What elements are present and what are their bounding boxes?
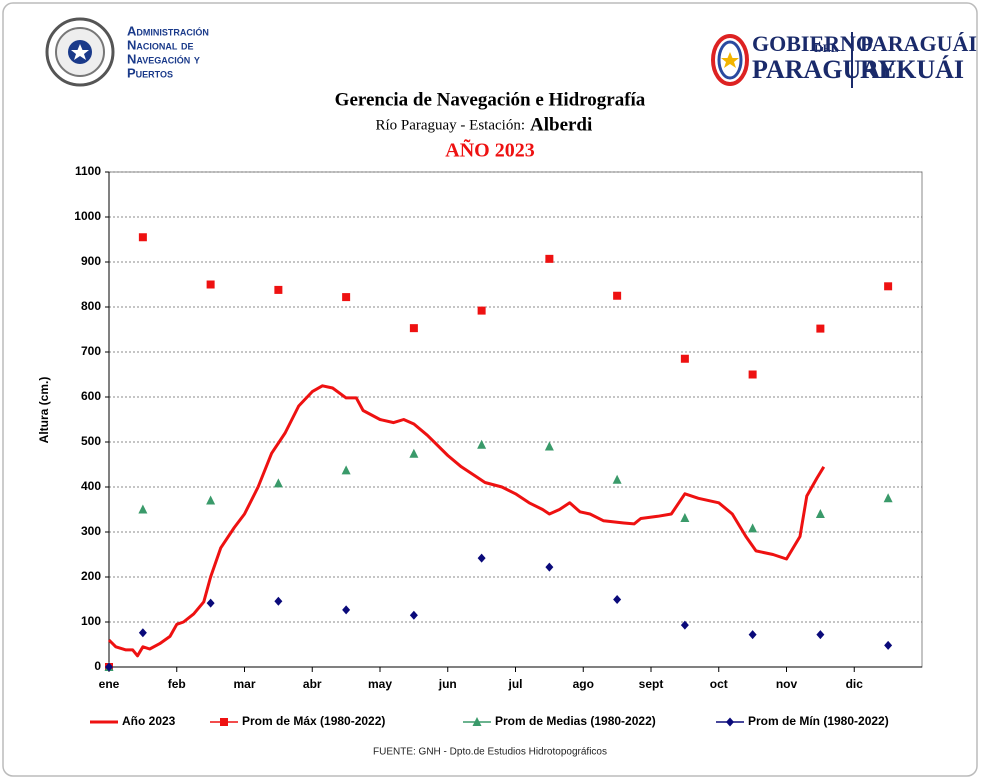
year-title: AÑO 2023 [445,139,534,162]
government-name: GOBIERNO [752,31,873,56]
y-tick-label: 1000 [74,209,101,223]
y-tick-label: 700 [81,344,101,358]
legend-marker [726,717,734,727]
x-tick-label: ago [573,677,594,691]
plot-area [108,171,923,668]
x-tick-label: nov [776,677,798,691]
marker-diamond [138,628,147,638]
marker-diamond [613,595,622,604]
legend-marker [220,718,228,726]
x-tick-label: ene [99,677,120,691]
agency-name: Puertos [127,65,173,80]
marker-diamond [545,562,554,572]
marker-triangle [612,474,622,484]
marker-diamond [274,596,283,606]
source-note: FUENTE: GNH - Dpto.de Estudios Hidrotopo… [373,747,607,758]
marker-square [884,282,893,291]
marker-diamond [409,610,418,620]
marker-square [816,324,825,333]
legend-label: Prom de Máx (1980-2022) [242,714,385,728]
y-tick-label: 900 [81,254,101,268]
x-tick-label: may [368,677,392,691]
marker-triangle [206,495,216,505]
marker-triangle [544,441,554,451]
y-tick-label: 300 [81,524,101,538]
government-guarani: REKUÁI [860,55,964,84]
marker-square [613,291,622,300]
legend-label: Prom de Mín (1980-2022) [748,714,889,728]
legend-label: Año 2023 [122,714,176,728]
marker-diamond [816,630,825,640]
y-tick-label: 1100 [75,164,101,178]
agency-logo [45,17,115,87]
marker-triangle [341,465,351,475]
x-tick-label: jun [438,677,457,691]
marker-triangle [409,448,419,458]
y-tick-label: 400 [81,479,101,493]
x-tick-label: jul [508,677,523,691]
marker-triangle [273,478,283,488]
marker-square [748,370,757,379]
marker-triangle [477,439,487,449]
legend-label: Prom de Medias (1980-2022) [495,714,656,728]
x-tick-label: mar [233,677,255,691]
marker-diamond [884,640,893,650]
chart-subtitle: Río Paraguay - Estación: [375,117,525,133]
data-line [107,384,826,658]
marker-diamond [680,620,689,630]
government-guarani: PARAGUÁI [860,31,977,56]
y-tick-label: 600 [81,389,101,403]
marker-square [477,306,486,315]
y-axis-label: Altura (cm.) [37,377,51,444]
y-tick-label: 500 [81,434,101,448]
marker-square [138,233,147,242]
marker-diamond [748,630,757,640]
y-tick-label: 200 [81,569,101,583]
y-tick-label: 800 [81,299,101,313]
marker-diamond [342,605,351,615]
x-tick-label: abr [303,677,322,691]
government-name: PARAGUAY [752,55,897,84]
agency-name: Administración [127,23,209,38]
marker-square [409,324,418,333]
x-tick-label: feb [168,677,186,691]
legend-marker [472,717,482,726]
marker-triangle [883,493,893,503]
marker-diamond [477,553,486,563]
marker-triangle [680,513,690,523]
marker-square [274,285,283,294]
agency-name: Navegación y [127,51,200,66]
marker-square [342,293,351,302]
marker-diamond [105,662,113,672]
x-tick-label: sept [639,677,664,691]
marker-triangle [748,523,758,533]
station-name: Alberdi [530,114,592,135]
marker-triangle [138,504,148,514]
chart-title: Gerencia de Navegación e Hidrografía [335,89,646,110]
x-tick-label: oct [710,677,728,691]
marker-square [545,254,554,263]
y-tick-label: 0 [94,659,101,673]
marker-diamond [206,598,215,608]
y-tick-label: 100 [81,614,101,628]
marker-square [206,280,215,289]
marker-square [680,354,689,363]
marker-triangle [815,509,825,518]
government-name: DEL [814,41,839,55]
government-logo [711,32,853,88]
agency-name: Nacional de [127,37,194,52]
x-tick-label: dic [846,677,864,691]
